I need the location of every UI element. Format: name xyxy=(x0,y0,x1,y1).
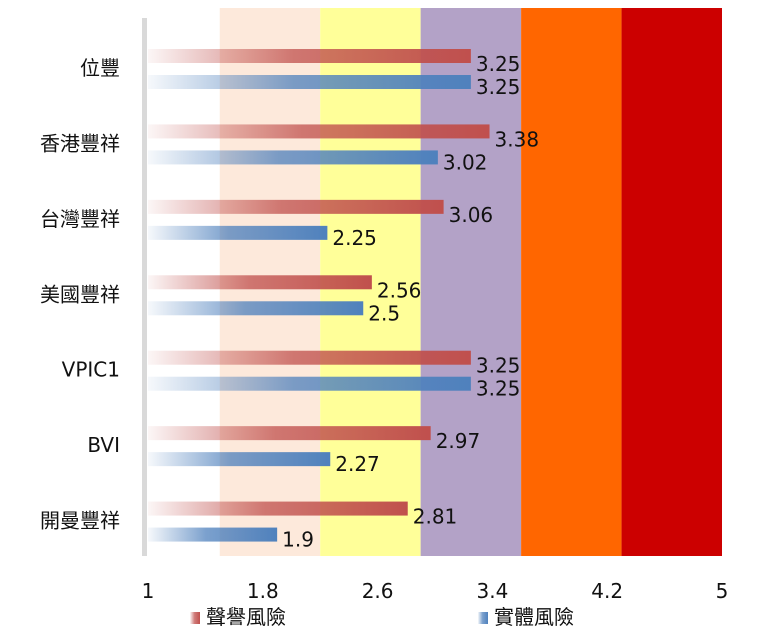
physical-risk-bar-6 xyxy=(148,452,331,467)
physical-risk-label-4: 2.5 xyxy=(368,301,400,325)
x-tick-label-3: 2.6 xyxy=(362,579,394,603)
physical-risk-label-1: 3.25 xyxy=(476,75,521,99)
physical-risk-bar-5 xyxy=(148,376,471,391)
x-tick-label-5: 4.2 xyxy=(591,579,623,603)
physical-risk-label-2: 3.02 xyxy=(443,150,488,174)
physical-risk-label-6: 2.27 xyxy=(335,452,380,476)
reputation-risk-bar-1 xyxy=(148,49,471,63)
physical-risk-bar-4 xyxy=(148,301,364,316)
x-tick-label-1: 1 xyxy=(142,579,155,603)
physical-risk-bar-2 xyxy=(148,150,438,165)
reputation-risk-bar-2 xyxy=(148,124,490,139)
reputation-risk-bar-4 xyxy=(148,275,372,290)
physical-risk-bar-1 xyxy=(148,75,471,89)
physical-risk-label-7: 1.9 xyxy=(282,528,314,552)
physical-risk-label-5: 3.25 xyxy=(476,377,521,401)
physical-risk-bar-7 xyxy=(148,527,278,542)
category-label-6: BVI xyxy=(87,433,120,457)
legend-swatch-2 xyxy=(478,612,488,624)
reputation-risk-bar-5 xyxy=(148,350,471,365)
reputation-risk-label-3: 3.06 xyxy=(449,203,494,227)
x-tick-label-6: 5 xyxy=(716,579,729,603)
reputation-risk-bar-6 xyxy=(148,426,431,441)
category-label-7: 開曼豐祥 xyxy=(40,509,120,533)
risk-band-3 xyxy=(420,8,522,556)
category-label-3: 台灣豐祥 xyxy=(40,207,120,231)
reputation-risk-bar-3 xyxy=(148,199,444,214)
physical-risk-label-3: 2.25 xyxy=(332,226,377,250)
category-label-5: VPIC1 xyxy=(62,358,120,382)
bars: 3.253.253.383.023.062.252.562.53.253.252… xyxy=(148,49,539,552)
category-label-1: 位豐 xyxy=(80,56,120,80)
reputation-risk-label-7: 2.81 xyxy=(413,505,458,529)
legend-swatch-1 xyxy=(190,612,200,624)
category-label-4: 美國豐祥 xyxy=(40,282,120,306)
physical-risk-bar-3 xyxy=(148,225,328,240)
reputation-risk-bar-7 xyxy=(148,501,408,516)
reputation-risk-label-6: 2.97 xyxy=(436,429,481,453)
x-tick-label-2: 1.8 xyxy=(247,579,279,603)
category-label-2: 香港豐祥 xyxy=(40,131,120,155)
reputation-risk-label-4: 2.56 xyxy=(377,278,422,302)
risk-band-5 xyxy=(621,8,722,556)
x-axis-ticks: 1 1.8 2.6 3.4 4.2 5 xyxy=(142,579,729,603)
legend-label-1: 聲譽風險 xyxy=(206,605,286,629)
reputation-risk-label-5: 3.25 xyxy=(476,354,521,378)
risk-band-4 xyxy=(521,8,622,556)
y-axis-line xyxy=(142,18,147,556)
reputation-risk-label-2: 3.38 xyxy=(495,127,540,151)
x-tick-label-4: 3.4 xyxy=(476,579,508,603)
legend: 聲譽風險 實體風險 xyxy=(190,605,574,629)
legend-label-2: 實體風險 xyxy=(494,605,574,629)
reputation-risk-label-1: 3.25 xyxy=(476,52,521,76)
